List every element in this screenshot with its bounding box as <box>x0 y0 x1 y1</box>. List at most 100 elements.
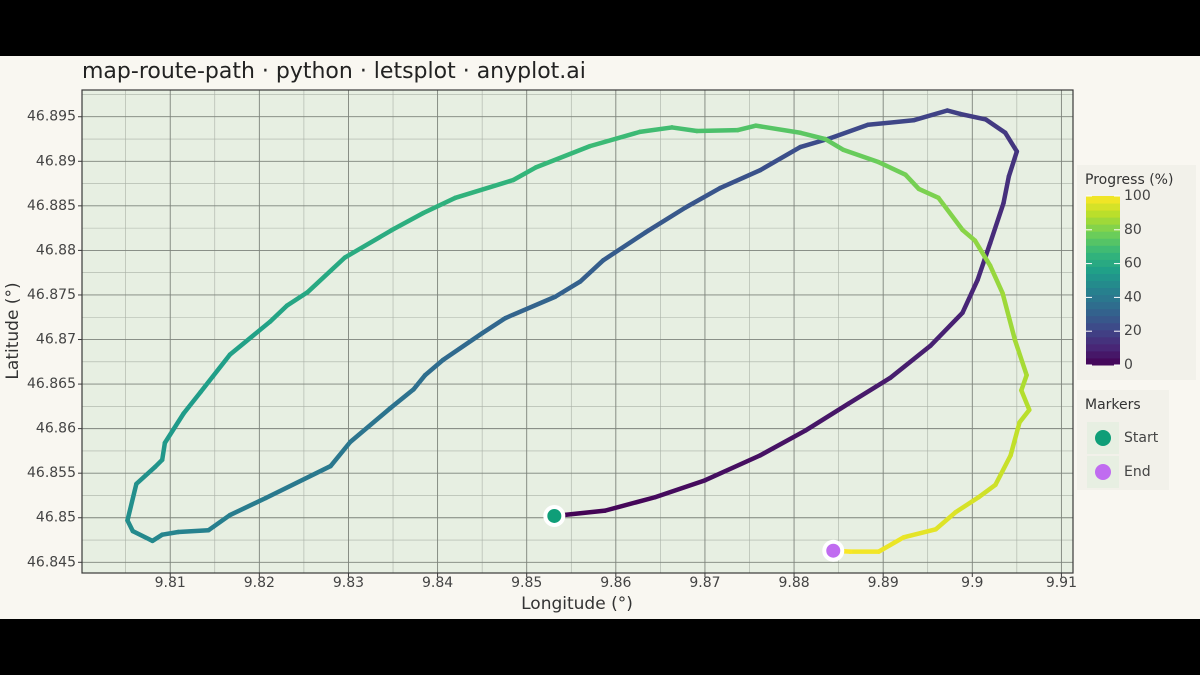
route-segment <box>846 375 893 406</box>
route-segment <box>227 495 268 518</box>
colorbar-band <box>1086 245 1120 253</box>
route-segment <box>422 357 446 378</box>
route-segment <box>388 387 416 411</box>
route-segment <box>533 143 593 170</box>
route-segment <box>987 200 1006 246</box>
route-segment <box>1000 290 1018 343</box>
route-segment <box>1019 372 1029 393</box>
colorbar-band <box>1086 343 1120 352</box>
x-tick-label: 9.9 <box>961 575 983 591</box>
route-segment <box>683 185 723 210</box>
route-segment <box>753 123 803 136</box>
y-tick-label: 46.865 <box>27 376 76 392</box>
route-segment <box>602 495 658 513</box>
route-segment <box>901 527 939 540</box>
route-segment <box>987 263 1005 296</box>
x-tick-label: 9.88 <box>778 575 809 591</box>
colorbar-band <box>1086 196 1120 204</box>
route-segment <box>823 136 846 152</box>
colorbar-band <box>1086 329 1120 338</box>
route-segment <box>652 478 708 500</box>
x-tick-label: 9.83 <box>333 575 364 591</box>
chart-title: map-route-path · python · letsplot · any… <box>82 59 586 84</box>
route-marker <box>543 504 566 527</box>
route-segment <box>1008 420 1022 458</box>
route-segment <box>642 205 688 235</box>
route-segment <box>421 195 458 216</box>
colorbar-band <box>1086 231 1120 239</box>
route-segment <box>933 510 958 532</box>
x-tick-label: 9.87 <box>689 575 720 591</box>
route-segment <box>876 535 906 554</box>
letterbox-top <box>0 0 1200 56</box>
route-segment <box>840 147 881 165</box>
route-segment <box>125 481 139 523</box>
route-segment <box>945 108 963 117</box>
colorbar-band <box>1086 294 1120 303</box>
route-segment <box>717 167 763 191</box>
route-segment <box>347 405 393 445</box>
route-marker <box>822 539 845 562</box>
route-segment <box>694 127 741 134</box>
colorbar-band <box>1086 287 1120 296</box>
legend-label: End <box>1124 464 1151 480</box>
x-tick-label: 9.81 <box>155 575 186 591</box>
y-tick-label: 46.87 <box>36 332 76 348</box>
colorbar-tick-label: 60 <box>1124 256 1142 272</box>
y-tick-label: 46.88 <box>36 242 76 258</box>
colorbar-title: Progress (%) <box>1085 172 1173 188</box>
route-segment <box>960 227 978 243</box>
route-segment <box>503 294 558 321</box>
y-axis-label: Latitude (°) <box>3 282 23 379</box>
route-segment <box>267 303 290 324</box>
route-segment <box>903 172 922 192</box>
plot-panel <box>82 90 1073 573</box>
colorbar-band <box>1086 238 1120 246</box>
colorbar-tick-label: 100 <box>1124 188 1151 204</box>
colorbar-band <box>1086 280 1120 289</box>
y-tick-label: 46.885 <box>27 198 76 214</box>
route-segment <box>130 528 155 544</box>
route-segment <box>1012 338 1029 378</box>
route-segment <box>263 463 333 501</box>
y-tick-label: 46.89 <box>36 153 76 169</box>
markers <box>543 504 845 562</box>
route-segment <box>453 177 516 201</box>
colorbar-tick-label: 0 <box>1124 357 1133 373</box>
route-segment <box>993 453 1013 488</box>
route-segment <box>757 144 803 173</box>
route-segment <box>803 401 851 433</box>
route-segment <box>552 279 583 299</box>
route-segment <box>511 165 538 183</box>
x-axis-label: Longitude (°) <box>521 594 633 614</box>
y-tick-label: 46.86 <box>36 421 76 437</box>
legend-label: Start <box>1124 430 1159 446</box>
route-segment <box>159 440 168 463</box>
route-segment <box>342 227 395 260</box>
y-tick-label: 46.845 <box>27 554 76 570</box>
route-segment <box>865 118 916 128</box>
colorbar-tick-label: 20 <box>1124 323 1142 339</box>
colorbar-band <box>1086 336 1120 345</box>
plot-border <box>81 89 1074 574</box>
x-tick-label: 9.91 <box>1046 575 1077 591</box>
x-tick-label: 9.86 <box>600 575 631 591</box>
route-segment <box>669 125 700 134</box>
route-segment <box>389 210 426 233</box>
marker-legend: Start End <box>1087 422 1159 488</box>
route-segment <box>958 111 988 122</box>
route-segment <box>702 453 763 483</box>
route-segment <box>227 319 273 357</box>
y-tick-label: 46.875 <box>27 287 76 303</box>
route-segment <box>587 129 643 149</box>
route-segment <box>1001 174 1012 206</box>
colorbar-band <box>1086 203 1120 211</box>
colorbar-band <box>1086 259 1120 267</box>
route-segment <box>284 290 310 308</box>
colorbar-band <box>1086 322 1120 331</box>
route-segment <box>972 238 993 268</box>
route-segment <box>911 108 950 123</box>
x-tick-label: 9.84 <box>422 575 453 591</box>
